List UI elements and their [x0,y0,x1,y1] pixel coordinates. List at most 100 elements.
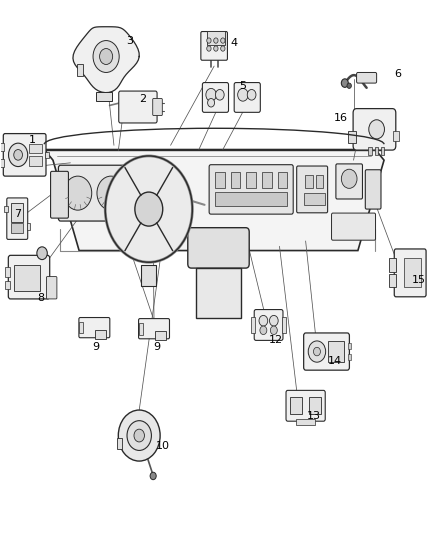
Circle shape [221,46,225,51]
Text: 14: 14 [328,356,342,366]
Circle shape [207,38,211,43]
Circle shape [93,41,119,72]
Bar [96,92,111,101]
Bar [262,172,272,188]
Bar [368,147,372,155]
Bar [375,147,378,155]
Text: 10: 10 [156,441,170,451]
Text: 9: 9 [153,342,160,352]
FancyBboxPatch shape [357,72,377,83]
FancyBboxPatch shape [119,91,157,123]
Text: 7: 7 [14,209,22,220]
FancyBboxPatch shape [8,255,50,299]
Polygon shape [44,150,384,251]
Text: 6: 6 [395,69,402,79]
Circle shape [118,410,160,461]
FancyBboxPatch shape [201,31,227,60]
Bar [5,267,10,277]
Bar [117,438,122,449]
Text: 1: 1 [28,135,35,145]
Circle shape [14,150,22,160]
Bar [141,265,156,286]
FancyBboxPatch shape [304,333,350,370]
Circle shape [134,429,145,442]
FancyBboxPatch shape [286,390,325,421]
Bar [11,223,23,233]
Bar [77,64,83,76]
Bar [348,132,356,143]
Circle shape [208,99,215,107]
FancyBboxPatch shape [7,198,28,239]
Circle shape [247,90,256,100]
Circle shape [215,90,224,100]
Bar [79,322,83,334]
Text: 2: 2 [139,93,146,103]
Bar [329,342,344,362]
Bar [139,323,143,335]
FancyBboxPatch shape [46,277,57,299]
Bar [231,172,240,188]
FancyBboxPatch shape [332,213,375,240]
FancyBboxPatch shape [353,109,396,150]
FancyBboxPatch shape [51,171,69,218]
FancyBboxPatch shape [254,310,283,341]
Circle shape [214,46,218,51]
FancyBboxPatch shape [79,318,110,338]
Bar [11,203,23,222]
Bar [304,193,325,205]
Circle shape [214,38,218,43]
FancyBboxPatch shape [202,83,229,112]
Bar [278,172,287,188]
Circle shape [100,49,113,64]
Text: 15: 15 [412,275,426,285]
Bar [0,159,4,167]
Bar [45,152,49,158]
Text: 3: 3 [126,36,133,46]
Bar [393,131,399,141]
Circle shape [369,120,385,139]
FancyBboxPatch shape [209,165,293,214]
Bar [246,172,256,188]
Text: 8: 8 [37,293,44,303]
Circle shape [347,83,351,88]
Text: 5: 5 [239,81,246,91]
Bar [305,175,313,188]
Bar [4,206,8,212]
Bar [316,175,323,188]
FancyBboxPatch shape [188,228,249,268]
Circle shape [105,156,192,262]
FancyBboxPatch shape [336,164,362,199]
Circle shape [341,79,348,87]
Bar [155,331,166,341]
Circle shape [9,143,28,166]
Circle shape [259,316,268,326]
Bar [27,223,30,230]
FancyBboxPatch shape [394,249,426,297]
Circle shape [64,176,92,210]
Bar [207,31,225,45]
Circle shape [271,326,277,335]
Bar [404,259,421,287]
Text: 4: 4 [230,38,237,48]
Text: 9: 9 [92,342,99,352]
Circle shape [127,421,151,450]
Text: 13: 13 [306,411,320,422]
Bar [95,330,106,340]
Circle shape [206,88,216,101]
Circle shape [341,169,357,188]
Circle shape [150,472,156,480]
FancyBboxPatch shape [234,83,260,112]
Bar [29,144,42,154]
Bar [196,268,241,318]
Bar [348,343,351,350]
Bar [389,274,396,287]
Bar [381,147,384,155]
FancyBboxPatch shape [365,169,381,209]
Bar [14,265,40,291]
Circle shape [135,192,163,226]
Circle shape [308,341,326,362]
Polygon shape [73,27,139,93]
Circle shape [238,88,248,101]
Circle shape [207,46,211,51]
Bar [389,259,396,271]
